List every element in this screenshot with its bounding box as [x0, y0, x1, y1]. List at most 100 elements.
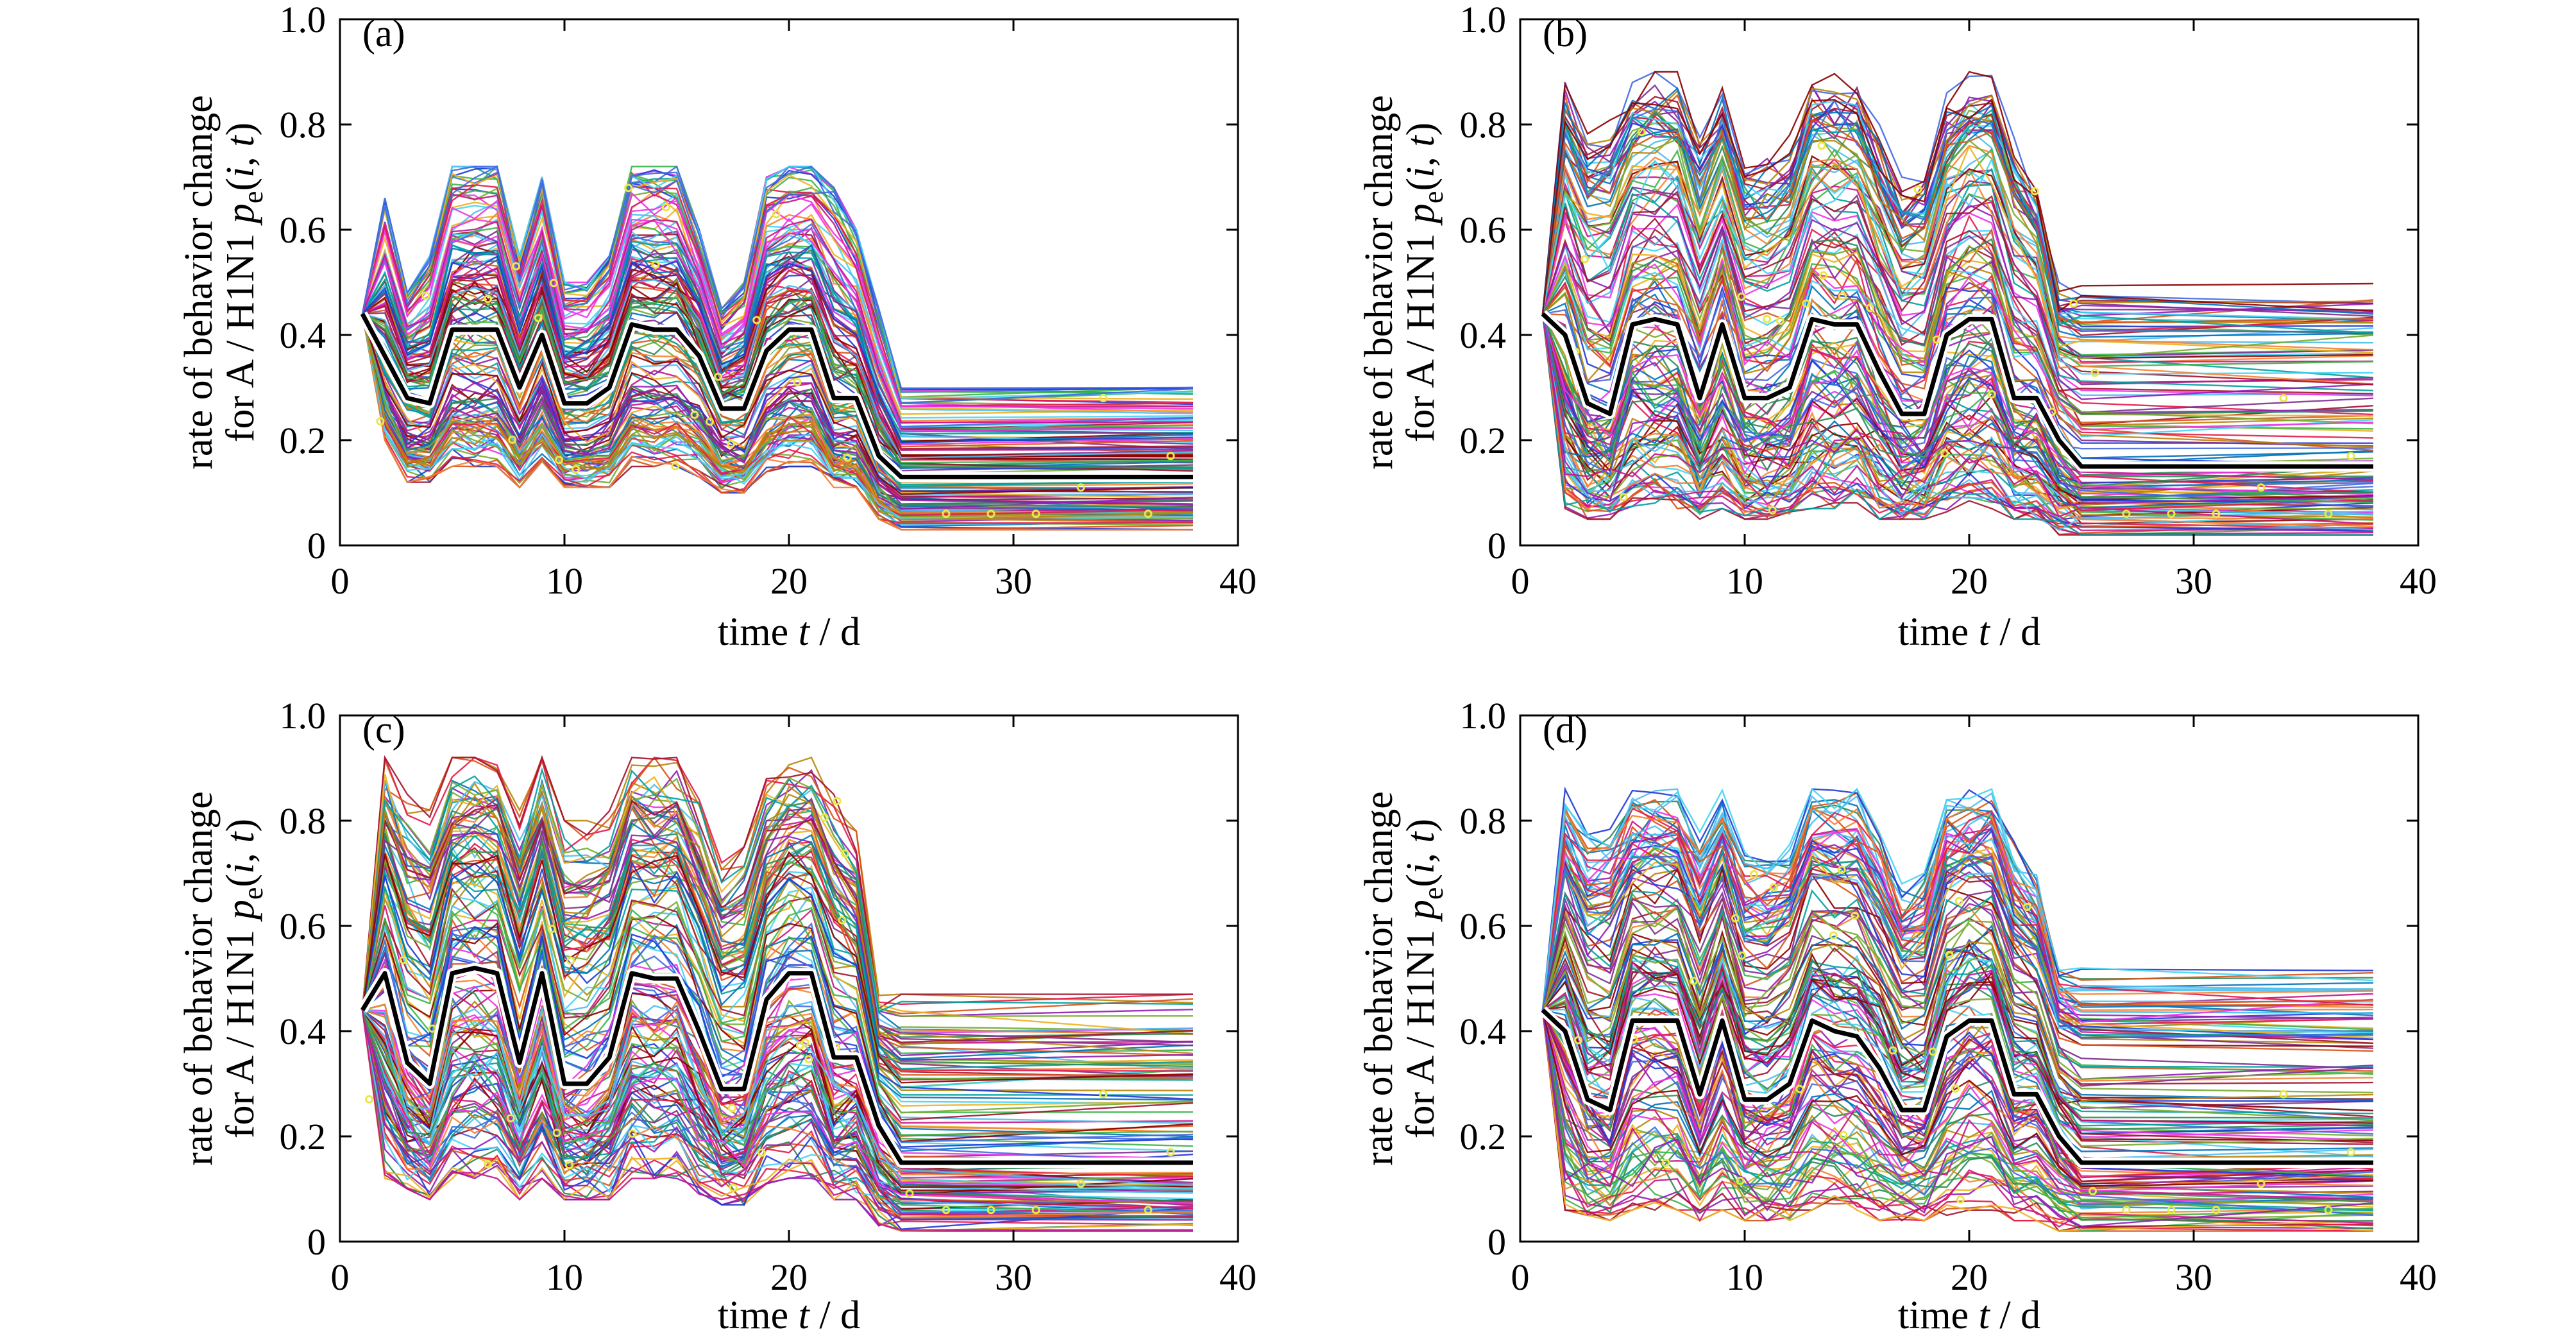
sample-marker [840, 849, 849, 858]
ensemble-run-line [1541, 314, 2374, 515]
ensemble-run-line [1541, 786, 2374, 1011]
sample-marker [624, 184, 633, 192]
y-tick-label: 0.8 [1460, 800, 1507, 842]
panel-label: (a) [362, 12, 405, 55]
ensemble-run-line [1541, 946, 2374, 1118]
ensemble-run-line [362, 287, 1194, 468]
sample-marker [1888, 1046, 1897, 1055]
y-axis-title-line2: for A / H1N1 pe(i, t) [1399, 819, 1449, 1138]
ensemble-run-line [361, 767, 1194, 1013]
sample-marker [628, 1129, 637, 1138]
y-tick-label: 0.4 [280, 1011, 326, 1052]
ensemble-run-line [1541, 313, 2374, 503]
ensemble-run-line [1541, 313, 2374, 481]
y-axis-title-line1: rate of behavior change [1357, 791, 1401, 1166]
ensemble-run-line [362, 243, 1194, 444]
sample-marker [1987, 390, 1996, 399]
sample-marker [1913, 185, 1922, 194]
ensemble-run-line [1541, 1009, 2374, 1217]
ensemble-run-line [1541, 844, 2374, 1040]
ensemble-run-line [1541, 313, 2374, 495]
ensemble-run-line [361, 313, 1194, 493]
sample-marker [1031, 1206, 1040, 1215]
ensemble-run-line [361, 820, 1194, 1060]
ensemble-run-line [1541, 100, 2374, 320]
x-tick-label: 0 [331, 1256, 350, 1298]
sample-marker [2212, 1206, 2221, 1215]
ensemble-run-line [1541, 810, 2374, 1014]
sample-marker [2030, 187, 2039, 196]
ensemble-run-line [1541, 1009, 2374, 1195]
x-tick-label: 0 [1511, 560, 1530, 602]
y-tick-label: 0.2 [1460, 420, 1507, 461]
ensemble-run-line [361, 313, 1194, 531]
ensemble-run-line [1541, 119, 2374, 324]
y-axis-title-line1: rate of behavior change [1357, 95, 1401, 470]
x-tick-label: 40 [1219, 560, 1257, 602]
axis-ticks: 0 10 20 30 40 0 0.2 0.4 0.6 0.8 1.0 [280, 695, 1257, 1298]
ensemble-run-line [1541, 805, 2374, 1011]
sample-marker [1838, 292, 1847, 301]
y-tick-label: 0.2 [1460, 1116, 1507, 1158]
sample-marker [2346, 1148, 2355, 1157]
ensemble-run-line [1541, 921, 2374, 1093]
y-tick-label: 0 [307, 525, 326, 567]
ensemble-run-line [1541, 1009, 2374, 1183]
ensemble-run-line [362, 295, 1194, 464]
ensemble-run-line [1541, 314, 2374, 522]
sample-marker [1661, 1158, 1670, 1167]
ensemble-run-line [361, 1009, 1194, 1215]
ensemble-run-line [1541, 213, 2374, 397]
ensemble-run-line [1541, 237, 2374, 415]
ensemble-run-line [1541, 120, 2374, 338]
ensemble-run-line [361, 313, 1194, 519]
ensemble-run-line [361, 905, 1194, 1124]
ensemble-run-line [361, 884, 1194, 1104]
ensemble-run-line [1541, 260, 2374, 438]
sample-marker [705, 417, 714, 426]
sample-marker [566, 956, 575, 965]
panel-d: 0 10 20 30 40 0 0.2 0.4 0.6 0.8 1.0 (d) time t / d… [1357, 695, 2437, 1334]
x-tick-label: 30 [2175, 1256, 2212, 1298]
sample-marker [1865, 304, 1874, 312]
sample-marker [1619, 493, 1628, 502]
x-tick-label: 20 [1951, 1256, 1988, 1298]
panel-label: (d) [1543, 708, 1588, 751]
ensemble-run-line [361, 165, 1194, 404]
sample-marker [1076, 483, 1085, 492]
sample-marker [729, 1183, 738, 1192]
ensemble-run-line [1541, 1009, 2374, 1188]
ensemble-run-line [362, 255, 1194, 443]
sample-marker [512, 262, 521, 271]
ensemble-run-line [1541, 874, 2374, 1052]
ensemble-run-line [1541, 243, 2374, 417]
y-tick-label: 1.0 [280, 695, 326, 737]
ensemble-run-line [1542, 257, 2374, 439]
sample-marker [484, 295, 493, 304]
sample-marker [2279, 393, 2288, 402]
sample-marker [714, 372, 723, 381]
ensemble-run-line [1541, 924, 2374, 1101]
x-tick-label: 0 [1511, 1256, 1530, 1298]
y-tick-label: 1.0 [1460, 0, 1507, 40]
ensemble-run-line [1541, 1010, 2374, 1228]
sample-marker [2257, 483, 2266, 492]
sample-marker [2167, 509, 2176, 518]
ensemble-run-line [361, 1010, 1194, 1231]
sample-marker [690, 410, 699, 419]
ensemble-run-line [1541, 314, 2374, 533]
y-tick-label: 0.8 [280, 800, 326, 842]
axis-ticks: 0 10 20 30 40 0 0.2 0.4 0.6 0.8 1.0 [1460, 0, 2437, 602]
ensemble-run-line [361, 313, 1194, 499]
ensemble-run-line [1541, 71, 2374, 314]
ensemble-run-line [361, 313, 1194, 521]
mean-line [1541, 312, 2373, 469]
ensemble-run-line [361, 166, 1194, 400]
ensemble-run-line [361, 313, 1194, 506]
ensemble-run-line [361, 313, 1193, 531]
y-tick-label: 0.2 [280, 420, 326, 461]
ensemble-run-line [1541, 314, 2373, 536]
ensemble-run-line [1541, 204, 2374, 400]
ensemble-run-line [1541, 825, 2374, 1020]
y-tick-label: 0 [1487, 1221, 1506, 1263]
